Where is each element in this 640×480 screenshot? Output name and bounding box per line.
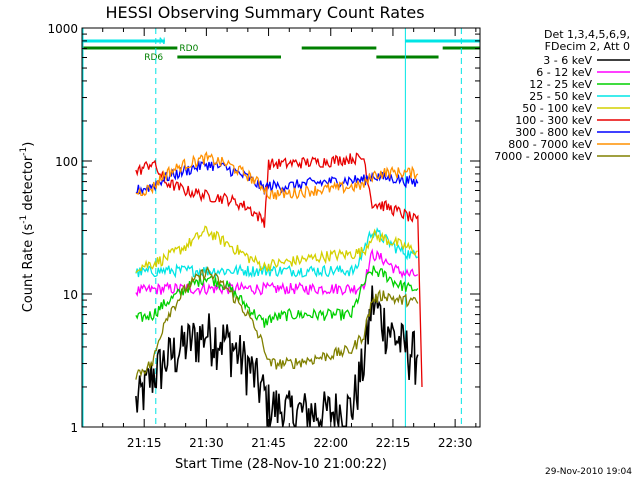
legend-entry-label: 12 - 25 keV	[529, 78, 592, 91]
flag-label-n: N	[159, 37, 166, 47]
x-axis-label: Start Time (28-Nov-10 21:00:22)	[175, 457, 387, 472]
plot-frame	[81, 27, 481, 428]
date-stamp: 29-Nov-2010 19:04	[545, 467, 632, 477]
x-tick-label: 22:00	[313, 436, 348, 450]
y-tick-label: 1	[70, 421, 78, 435]
y-tick-label: 100	[55, 155, 78, 169]
legend-header-line-1: Det 1,3,4,5,6,9,	[544, 28, 630, 41]
legend-entry-label: 6 - 12 keV	[536, 66, 592, 79]
y-label-main: Count Rate (s	[21, 224, 36, 313]
series-line-6	[135, 158, 419, 196]
x-tick-label: 22:30	[438, 436, 473, 450]
x-tick-label: 22:15	[376, 436, 411, 450]
legend-entry-label: 3 - 6 keV	[543, 54, 592, 67]
y-tick-label: 1000	[47, 22, 78, 36]
x-tick-label: 21:45	[251, 436, 286, 450]
y-label-sup2: -1	[19, 147, 29, 156]
series-line-2	[135, 265, 419, 328]
legend-entry-label: 25 - 50 keV	[529, 90, 592, 103]
flag-label-rd0: RD0	[179, 44, 198, 54]
legend-entry-label: 300 - 800 keV	[515, 126, 592, 139]
y-axis-label: Count Rate (s-1 detector-1)	[19, 142, 36, 313]
series-line-0	[135, 285, 419, 428]
series-line-3	[135, 227, 419, 279]
axis-ticks: 21:15 21:30 21:45 22:00 22:15 22:30 1 10 100 1000	[47, 22, 480, 450]
y-label-end: )	[21, 142, 36, 147]
flag-label-rd6: RD6	[144, 53, 163, 63]
legend-entry-label: 800 - 7000 keV	[508, 138, 592, 151]
y-label-mid: detector	[21, 155, 36, 215]
y-tick-label: 10	[63, 288, 78, 302]
legend-entry-label: 50 - 100 keV	[522, 102, 592, 115]
legend-entry-label: 7000 - 20000 keV	[494, 150, 592, 163]
legend: Det 1,3,4,5,6,9, FDecim 2, Att 0 3 - 6 k…	[494, 28, 630, 163]
legend-entry-label: 100 - 300 keV	[515, 114, 592, 127]
series-line-5	[135, 152, 423, 388]
y-label-sup1: -1	[19, 215, 29, 224]
x-tick-label: 21:15	[127, 436, 162, 450]
series-line-8	[135, 266, 419, 380]
series-line-7	[135, 151, 419, 200]
chart-title: HESSI Observing Summary Count Rates	[105, 3, 424, 22]
vertical-markers	[82, 28, 462, 427]
x-tick-label: 21:30	[189, 436, 224, 450]
series-line-4	[135, 225, 418, 274]
legend-header-line-2: FDecim 2, Att 0	[545, 40, 630, 53]
series-lines	[135, 151, 423, 428]
flag-bars: N RD0 RD6	[82, 37, 480, 63]
